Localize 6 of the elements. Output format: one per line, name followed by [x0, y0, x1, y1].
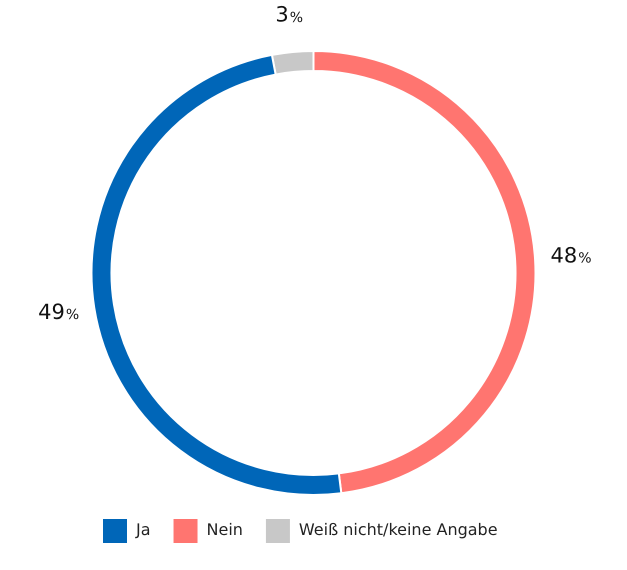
data-label: 49%: [38, 300, 80, 324]
legend-label: Weiß nicht/keine Angabe: [298, 520, 498, 540]
data-label: 3%: [275, 2, 304, 27]
legend-label: Nein: [206, 520, 243, 540]
legend-label: Ja: [135, 520, 151, 540]
data-label: 48%: [550, 243, 592, 268]
